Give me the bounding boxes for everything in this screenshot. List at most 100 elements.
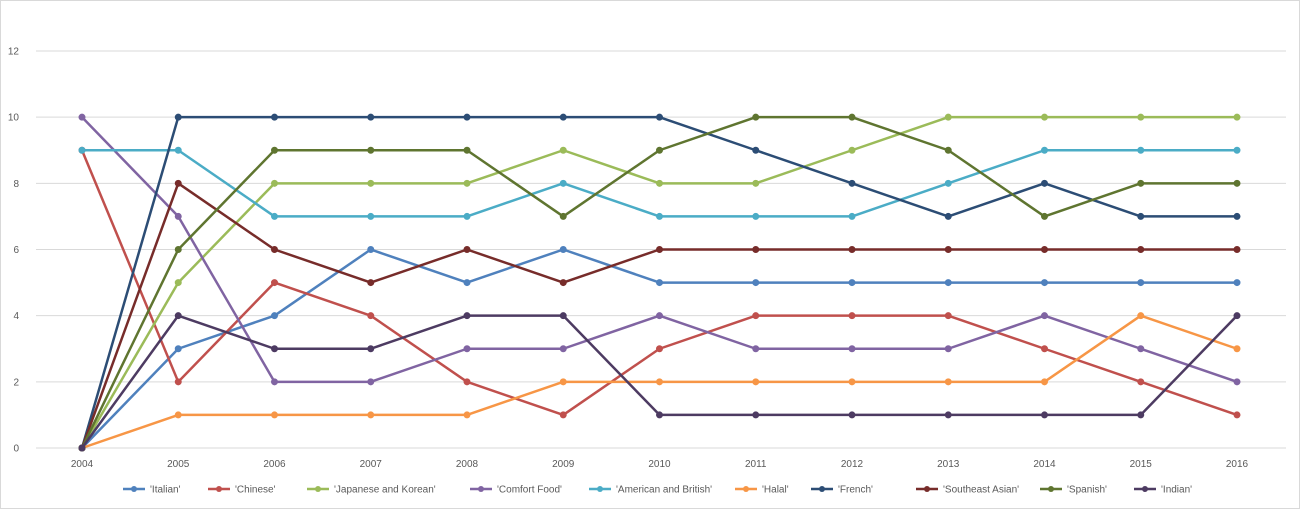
data-point [174, 378, 182, 386]
y-tick-label: 0 [13, 444, 19, 455]
legend-swatch-marker [216, 486, 222, 492]
legend-label: 'Halal' [762, 485, 789, 496]
data-point [848, 279, 856, 287]
data-point [559, 345, 567, 353]
data-point [752, 146, 760, 154]
legend-item: 'Southeast Asian' [916, 485, 1019, 496]
data-point [174, 279, 182, 287]
data-point [656, 113, 663, 121]
data-point [752, 411, 760, 419]
data-point [752, 212, 760, 220]
legend-item: 'Halal' [735, 485, 789, 496]
data-point [944, 345, 952, 353]
data-point [752, 246, 760, 253]
data-point [174, 179, 182, 187]
data-point [559, 212, 567, 220]
legend-label: 'Southeast Asian' [943, 485, 1019, 496]
data-point [559, 246, 567, 253]
data-point [271, 312, 278, 320]
legend-swatch-marker [1048, 486, 1054, 492]
data-point [463, 345, 471, 353]
legend-swatch-marker [131, 486, 137, 492]
data-point [271, 179, 278, 187]
legend-label: 'Indian' [1161, 485, 1192, 496]
data-point [1233, 179, 1241, 187]
data-point [1041, 212, 1048, 220]
data-point [656, 378, 663, 386]
series-6 [78, 113, 1241, 452]
data-point [1041, 312, 1048, 320]
data-point [559, 312, 567, 320]
y-tick-label: 8 [13, 179, 19, 190]
data-point [367, 411, 375, 419]
series-lines [78, 113, 1241, 452]
data-point [174, 246, 182, 253]
data-point [656, 279, 663, 287]
x-tick-label: 2008 [456, 459, 479, 470]
data-point [463, 312, 471, 320]
legend-swatch-marker [1142, 486, 1148, 492]
data-point [752, 113, 760, 121]
data-point [559, 113, 567, 121]
x-tick-label: 2005 [167, 459, 190, 470]
data-point [656, 411, 663, 419]
data-point [848, 146, 856, 154]
data-point [656, 146, 663, 154]
data-point [752, 345, 760, 353]
data-point [367, 146, 375, 154]
legend-swatch-marker [597, 486, 603, 492]
data-point [174, 212, 182, 220]
data-point [1137, 378, 1145, 386]
data-point [944, 179, 952, 187]
x-tick-label: 2013 [937, 459, 960, 470]
x-tick-label: 2012 [841, 459, 864, 470]
data-point [1041, 345, 1048, 353]
data-point [1233, 146, 1241, 154]
legend-item: 'Indian' [1134, 485, 1192, 496]
data-point [656, 179, 663, 187]
x-tick-label: 2004 [71, 459, 94, 470]
data-point [944, 113, 952, 121]
data-point [1137, 146, 1145, 154]
data-point [1137, 113, 1145, 121]
data-point [174, 146, 182, 154]
data-point [752, 312, 760, 320]
legend-item: 'American and British' [589, 485, 712, 496]
x-tick-label: 2014 [1033, 459, 1056, 470]
legend-label: 'Comfort Food' [497, 485, 562, 496]
data-point [78, 444, 86, 452]
data-point [1137, 345, 1145, 353]
data-point [1137, 411, 1145, 419]
data-point [848, 179, 856, 187]
x-tick-label: 2007 [360, 459, 383, 470]
data-point [559, 179, 567, 187]
legend-swatch-marker [315, 486, 321, 492]
data-point [1041, 146, 1048, 154]
data-point [367, 113, 375, 121]
data-point [848, 378, 856, 386]
x-tick-label: 2016 [1226, 459, 1249, 470]
x-tick-label: 2015 [1130, 459, 1153, 470]
data-point [1137, 312, 1145, 320]
legend-label: 'American and British' [616, 485, 712, 496]
series-4 [78, 146, 1241, 220]
data-point [1041, 113, 1048, 121]
legend-item: 'Chinese' [208, 485, 276, 496]
data-point [463, 411, 471, 419]
data-point [848, 345, 856, 353]
data-point [1041, 378, 1048, 386]
data-point [848, 212, 856, 220]
data-point [367, 345, 375, 353]
data-point [848, 411, 856, 419]
data-point [174, 312, 182, 320]
data-point [1233, 345, 1241, 353]
data-point [656, 312, 663, 320]
data-point [944, 411, 952, 419]
x-tick-label: 2011 [745, 459, 767, 470]
y-tick-label: 4 [13, 311, 19, 322]
data-point [1233, 113, 1241, 121]
legend-swatch-marker [743, 486, 749, 492]
data-point [656, 246, 663, 253]
y-tick-label: 10 [8, 113, 20, 124]
